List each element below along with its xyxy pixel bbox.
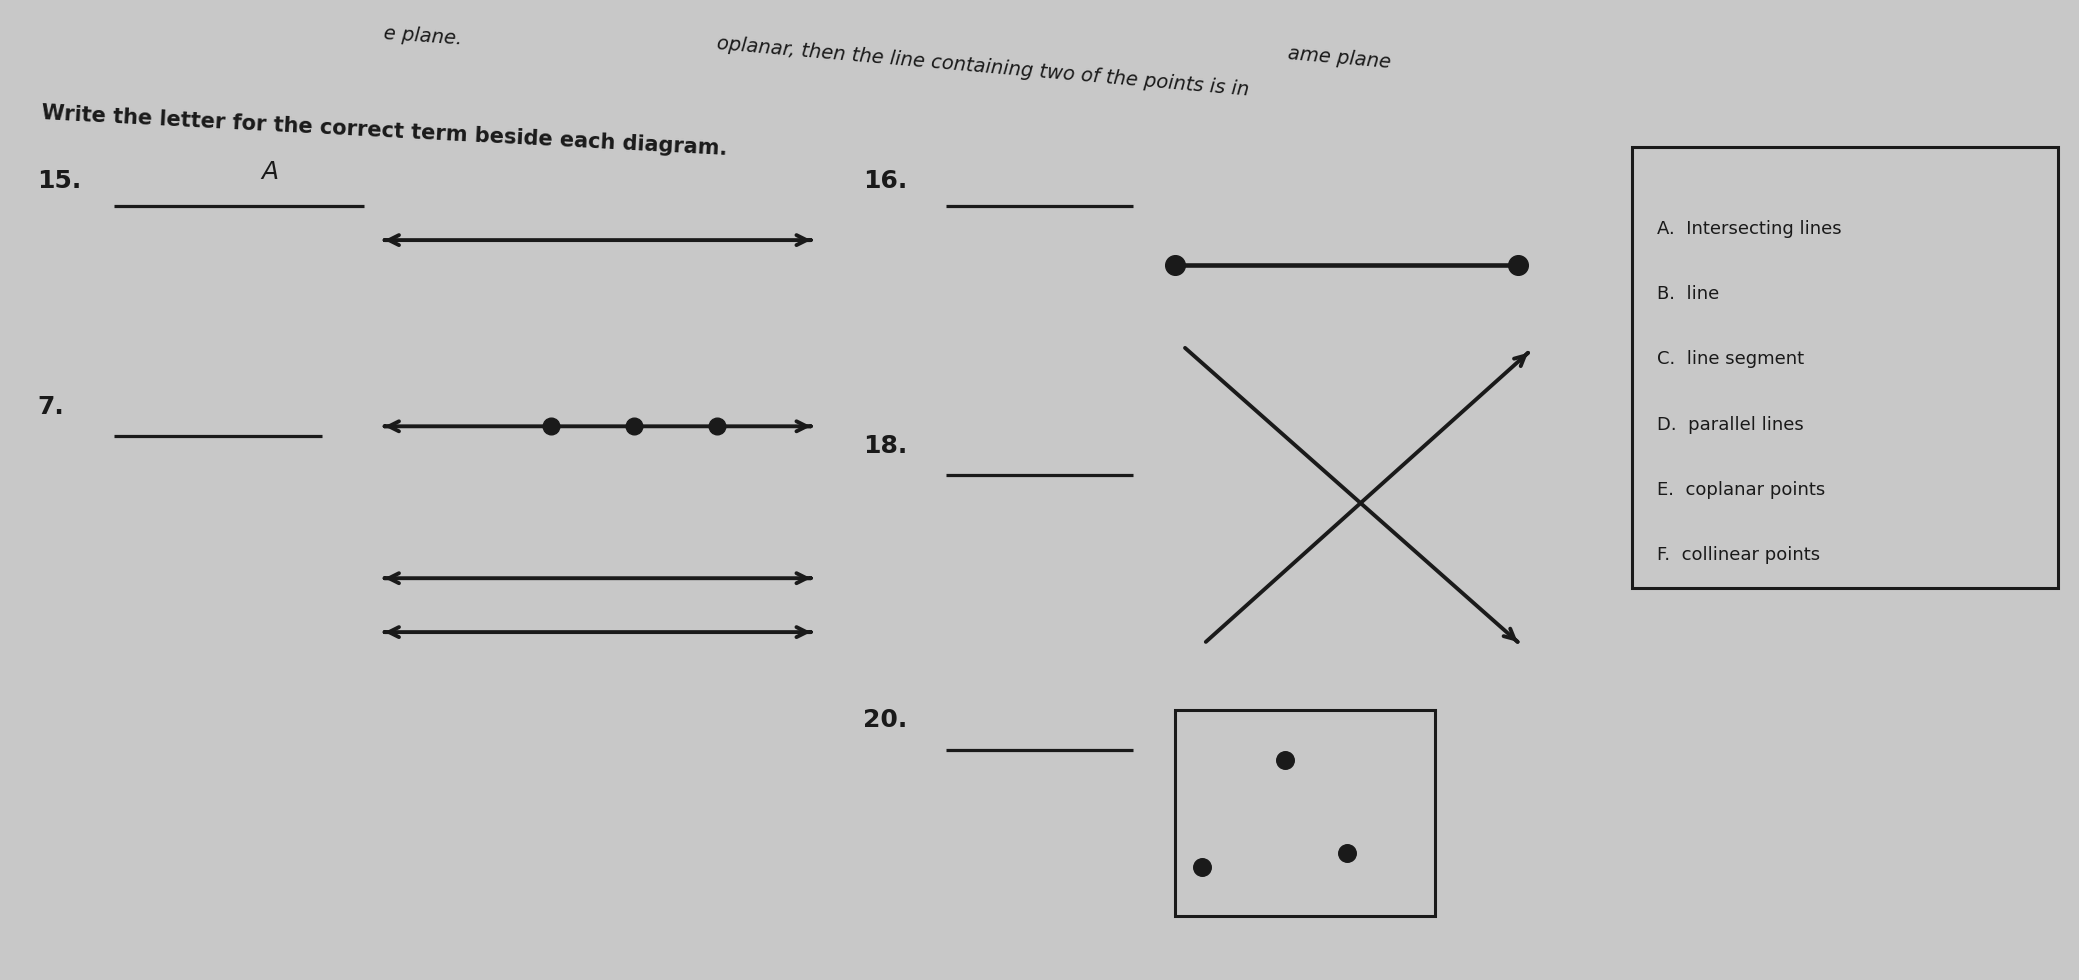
Point — [1158, 257, 1191, 272]
Point — [617, 418, 651, 434]
Text: Write the letter for the correct term beside each diagram.: Write the letter for the correct term be… — [40, 103, 728, 159]
Text: E.  coplanar points: E. coplanar points — [1657, 481, 1825, 499]
Bar — [1632, 147, 2058, 588]
Text: 16.: 16. — [863, 170, 906, 193]
Text: e plane.: e plane. — [383, 24, 464, 49]
Point — [1501, 257, 1534, 272]
Text: 15.: 15. — [37, 170, 81, 193]
Text: D.  parallel lines: D. parallel lines — [1657, 416, 1805, 434]
Point — [1185, 859, 1218, 875]
Point — [701, 418, 734, 434]
Text: F.  collinear points: F. collinear points — [1657, 546, 1819, 564]
Bar — [1175, 710, 1435, 916]
Text: C.  line segment: C. line segment — [1657, 350, 1805, 368]
Text: 18.: 18. — [863, 434, 906, 458]
Text: A.  Intersecting lines: A. Intersecting lines — [1657, 220, 1842, 238]
Text: 7.: 7. — [37, 395, 64, 418]
Text: ame plane: ame plane — [1287, 44, 1393, 73]
Text: 20.: 20. — [863, 709, 906, 732]
Text: oplanar, then the line containing two of the points is in: oplanar, then the line containing two of… — [715, 34, 1249, 100]
Point — [1268, 752, 1301, 767]
Text: B.  line: B. line — [1657, 285, 1719, 303]
Text: A: A — [262, 160, 279, 183]
Point — [534, 418, 568, 434]
Point — [1331, 845, 1364, 860]
